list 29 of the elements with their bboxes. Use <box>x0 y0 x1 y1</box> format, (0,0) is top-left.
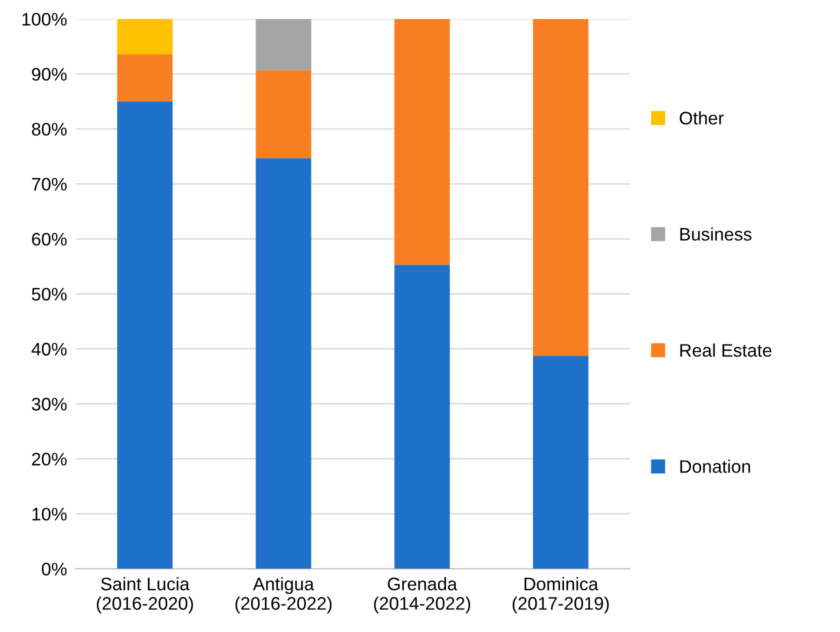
y-tick-label: 90% <box>32 68 67 81</box>
y-tick-label: 80% <box>32 122 67 136</box>
x-tick-label: Saint Lucia (2016-2020) <box>96 577 193 614</box>
y-tick-label: 40% <box>32 342 67 356</box>
bar <box>256 70 312 158</box>
x-tick-label: Dominica (2017-2019) <box>512 577 609 614</box>
bar <box>256 18 312 70</box>
bar <box>532 356 588 569</box>
y-tick-label: 30% <box>32 398 67 411</box>
bar <box>256 158 312 569</box>
y-tick-label: 20% <box>32 452 67 466</box>
x-tick-label: Antigua (2016-2022) <box>235 577 332 614</box>
legend-label: Donation <box>680 460 750 473</box>
y-tick-label: 50% <box>32 288 67 301</box>
x-tick-label: Grenada (2014-2022) <box>374 577 470 614</box>
bar <box>117 54 173 102</box>
y-tick-label: 70% <box>32 178 67 191</box>
bar <box>394 264 450 569</box>
legend-label: Other <box>680 111 724 125</box>
y-tick-label: 0% <box>42 562 67 576</box>
y-tick-label: 10% <box>32 508 67 521</box>
y-tick-label: 100% <box>22 12 67 26</box>
bar <box>117 101 173 569</box>
bar <box>117 18 173 54</box>
bar <box>532 18 588 356</box>
bar <box>394 18 450 265</box>
legend-label: Real Estate <box>680 344 772 357</box>
y-tick-label: 60% <box>32 232 67 246</box>
legend-label: Business <box>680 227 752 241</box>
